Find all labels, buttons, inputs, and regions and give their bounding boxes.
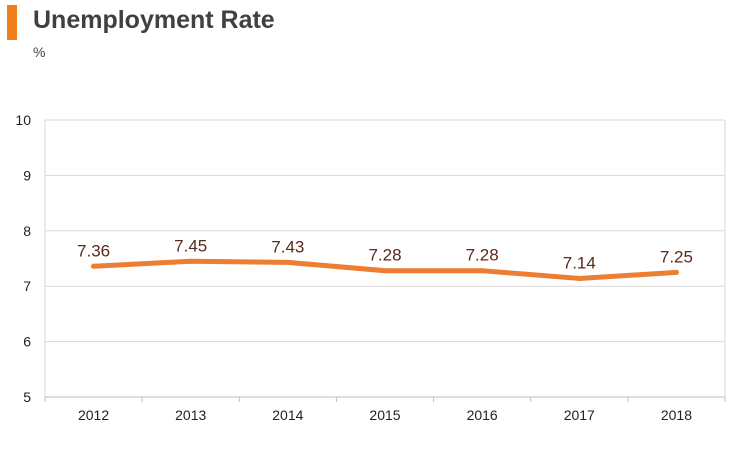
x-tick-label: 2018 [661, 407, 692, 423]
data-point [479, 268, 485, 274]
x-tick-label: 2016 [467, 407, 498, 423]
x-tick-label: 2017 [564, 407, 595, 423]
y-tick-label: 8 [23, 223, 31, 239]
data-label: 7.43 [271, 237, 304, 256]
data-point [673, 269, 679, 275]
series-layer [91, 258, 679, 281]
y-tick-label: 10 [15, 112, 31, 128]
x-tick-labels: 2012 2013 2014 2015 2016 2017 2018 [78, 407, 692, 423]
y-tick-label: 6 [23, 334, 31, 350]
chart-title: Unemployment Rate [33, 6, 275, 34]
data-point [91, 263, 97, 269]
data-point [285, 259, 291, 265]
x-tick-label: 2013 [175, 407, 206, 423]
y-tick-label: 7 [23, 278, 31, 294]
data-label: 7.14 [563, 253, 596, 272]
data-point [382, 268, 388, 274]
data-label: 7.36 [77, 241, 110, 260]
data-label: 7.45 [174, 236, 207, 255]
x-tick-label: 2015 [369, 407, 400, 423]
y-tick-label: 5 [23, 389, 31, 405]
data-labels: 7.36 7.45 7.43 7.28 7.28 7.14 7.25 [77, 236, 693, 272]
y-tick-label: 9 [23, 167, 31, 183]
title-accent-bar [7, 5, 17, 40]
x-tick-label: 2012 [78, 407, 109, 423]
y-unit-label: % [33, 44, 46, 60]
data-label: 7.28 [466, 246, 499, 265]
data-label: 7.28 [368, 246, 401, 265]
x-tick-label: 2014 [272, 407, 303, 423]
data-label: 7.25 [660, 247, 693, 266]
data-point [576, 275, 582, 281]
y-tick-labels: 5 6 7 8 9 10 [15, 112, 31, 405]
data-point [188, 258, 194, 264]
axes [44, 120, 726, 402]
